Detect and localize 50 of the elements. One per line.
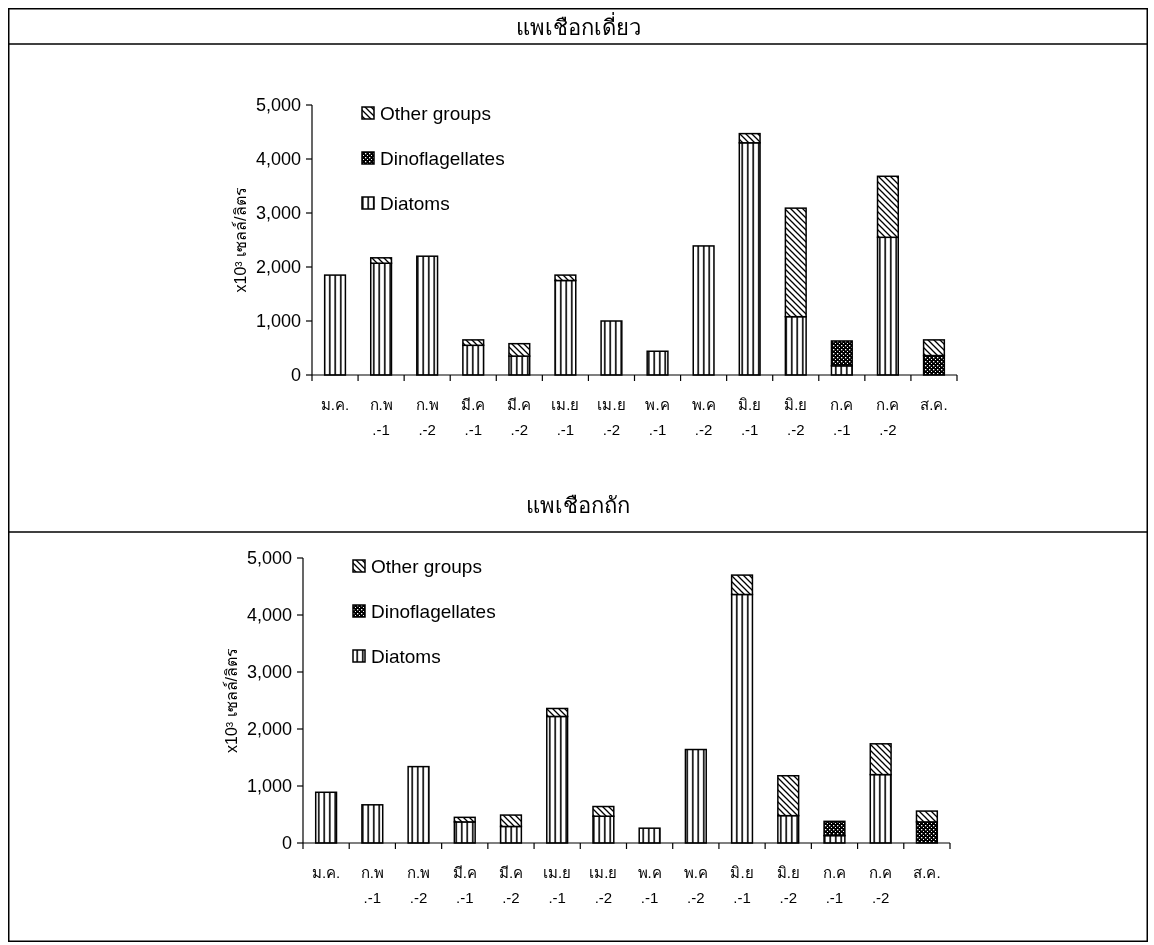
legend-label: Other groups xyxy=(371,555,482,577)
legend-label: Dinoflagellates xyxy=(380,147,505,169)
legend-label: Diatoms xyxy=(380,192,450,214)
x-tick-label: เม.ย.-1 xyxy=(551,396,580,438)
x-tick-label: ม.ค. xyxy=(320,396,350,413)
x-tick-label: มิ.ย.-1 xyxy=(738,396,762,438)
x-tick-label: ก.ค.-1 xyxy=(830,396,854,438)
x-tick-label: มิ.ย.-1 xyxy=(730,864,754,906)
y-tick-label: 0 xyxy=(290,365,301,385)
x-tick-label: พ.ค.-2 xyxy=(683,864,708,906)
y-axis-title: x10³ เซลล์/ลิตร xyxy=(221,647,240,754)
x-tick-label: พ.ค.-1 xyxy=(637,864,662,906)
y-tick-label: 4,000 xyxy=(255,149,301,169)
y-tick-label: 1,000 xyxy=(255,311,301,331)
chart-title: แพเชือกเดี่ยว xyxy=(515,11,641,40)
y-tick-label: 3,000 xyxy=(246,662,292,682)
x-tick-label: เม.ย.-2 xyxy=(589,864,618,906)
chart-title: แพเชือกถัก xyxy=(526,492,630,518)
x-tick-label: ส.ค. xyxy=(920,396,948,413)
legend-label: Other groups xyxy=(380,102,491,124)
x-tick-label: มิ.ย.-2 xyxy=(776,864,800,906)
x-tick-label: ก.พ.-1 xyxy=(369,396,393,438)
x-tick-label: ก.ค.-1 xyxy=(822,864,847,906)
x-tick-label: มี.ค.-1 xyxy=(452,864,477,906)
y-tick-label: 1,000 xyxy=(246,776,292,796)
x-tick-label: พ.ค.-2 xyxy=(691,396,716,438)
x-tick-label: ก.พ.-2 xyxy=(406,864,431,906)
x-tick-label: ส.ค. xyxy=(913,864,941,881)
x-tick-label: มี.ค.-1 xyxy=(461,396,486,438)
legend-label: Dinoflagellates xyxy=(371,600,496,622)
y-tick-label: 4,000 xyxy=(246,605,292,625)
x-tick-label: มิ.ย.-2 xyxy=(784,396,808,438)
x-tick-label: มี.ค.-2 xyxy=(507,396,532,438)
x-tick-label: เม.ย.-2 xyxy=(597,396,626,438)
x-tick-label: ก.ค.-2 xyxy=(876,396,900,438)
y-tick-label: 0 xyxy=(281,833,292,853)
x-tick-label: มี.ค.-2 xyxy=(498,864,524,906)
y-tick-label: 5,000 xyxy=(255,95,301,115)
x-tick-label: พ.ค.-1 xyxy=(645,396,670,438)
y-tick-label: 2,000 xyxy=(246,719,292,739)
x-tick-label: ก.ค.-2 xyxy=(869,864,893,906)
x-tick-label: ม.ค. xyxy=(311,864,341,881)
legend-label: Diatoms xyxy=(371,645,441,667)
y-tick-label: 5,000 xyxy=(246,548,292,568)
x-tick-label: ก.พ.-1 xyxy=(360,864,384,906)
y-tick-label: 3,000 xyxy=(255,203,301,223)
x-tick-label: ก.พ.-2 xyxy=(415,396,439,438)
x-tick-label: เม.ย.-1 xyxy=(543,864,572,906)
y-tick-label: 2,000 xyxy=(255,257,301,277)
y-axis-title: x10³ เซลล์/ลิตร xyxy=(230,187,249,293)
